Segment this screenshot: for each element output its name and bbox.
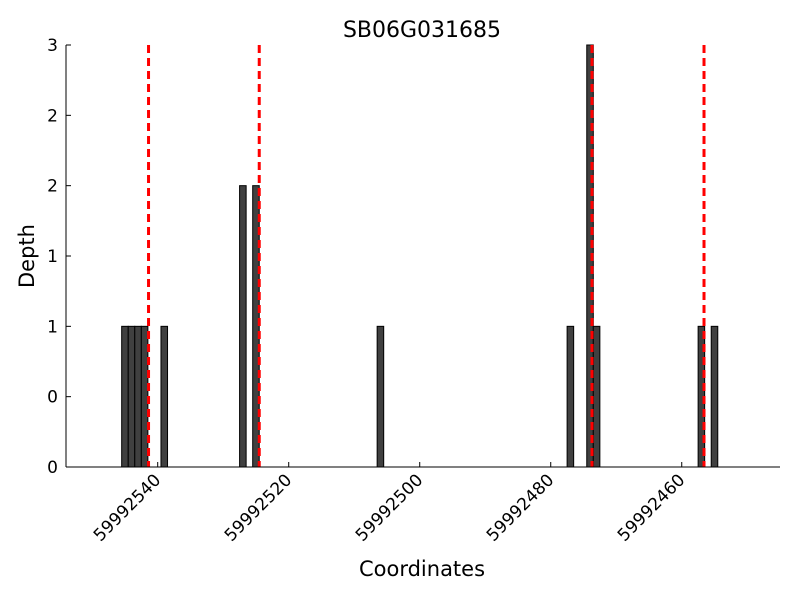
y-tick-label: 0: [47, 458, 58, 478]
bar: [566, 325, 575, 468]
bar: [121, 325, 129, 468]
bar: [239, 185, 247, 468]
bar: [140, 325, 149, 468]
x-tick-label: 59992520: [221, 470, 296, 545]
x-tick-label: 59992460: [614, 470, 689, 545]
y-tick-label: 3: [47, 36, 58, 56]
x-tick-label: 59992480: [483, 470, 558, 545]
y-tick-label: 1: [47, 317, 58, 337]
y-tick-label: 2: [47, 177, 58, 197]
bar: [160, 325, 169, 468]
y-axis-label: Depth: [15, 224, 39, 288]
bar: [134, 325, 142, 468]
bar: [376, 325, 385, 468]
chart-title: SB06G031685: [343, 18, 501, 43]
bar: [127, 325, 136, 468]
y-tick-label: 2: [47, 106, 58, 126]
bar: [592, 325, 601, 468]
x-tick-label: 59992500: [352, 470, 427, 545]
x-tick-label: 59992540: [90, 470, 165, 545]
x-axis-label: Coordinates: [359, 557, 485, 581]
y-tick-label: 0: [47, 388, 58, 408]
y-tick-label: 1: [47, 247, 58, 267]
bar: [710, 325, 719, 468]
